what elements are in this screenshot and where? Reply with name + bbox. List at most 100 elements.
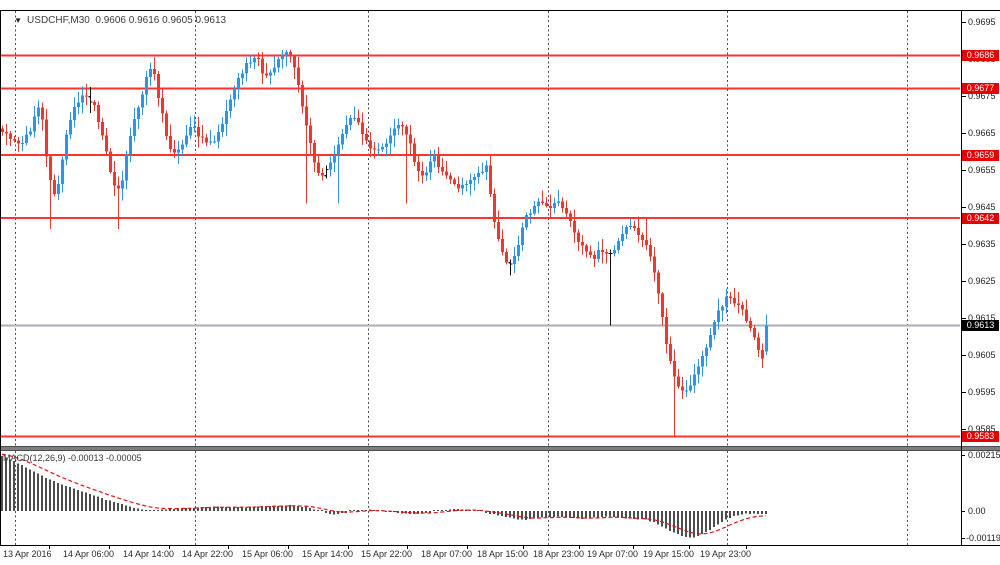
candle-body [741,305,744,310]
candle-body [341,133,344,145]
chart-title: ▼ USDCHF,M30 0.9606 0.9616 0.9605 0.9613 [3,4,226,37]
price-tick-label: 0.9615 [968,313,996,323]
candle-body [237,77,240,89]
candle-body [225,110,228,125]
candle-body [129,135,132,155]
candle-body [401,125,404,127]
macd-indicator-canvas[interactable] [0,451,960,545]
candle-body [189,127,192,136]
price-tick-label: 0.9605 [968,350,996,360]
candle-body [673,361,676,377]
price-axis-tick [961,392,966,393]
price-tick-label: 0.9655 [968,165,996,175]
candle-body [409,134,412,144]
price-axis-tick [961,170,966,171]
candle-body [537,201,540,206]
candle-body [569,213,572,222]
candle-body [501,239,504,252]
candle-body [233,88,236,100]
time-axis-tick [579,546,580,549]
candle-body [445,171,448,176]
time-axis-tick [523,546,524,549]
candle-body [641,234,644,240]
candle-body [437,153,440,168]
candle-body [413,143,416,162]
time-label: 19 Apr 07:00 [587,549,639,559]
macd-histogram [1,456,767,538]
candle-body [9,133,12,139]
candle-body [221,124,224,132]
price-axis-tick [961,244,966,245]
chart-left-border [0,10,1,545]
candle-body [629,226,632,228]
candle-body [309,125,312,144]
time-label: 15 Apr 14:00 [302,549,354,559]
candle-body [625,226,628,235]
candle-body [141,94,144,108]
time-axis-tick [689,546,690,549]
candle-body [117,185,120,189]
candle-body [421,170,424,176]
time-axis-tick [746,546,747,549]
price-tag-0.9583: 0.9583 [962,431,999,442]
candle-body [689,385,692,391]
candle-body [649,244,652,257]
candle-body [109,151,112,173]
candle-body [633,226,636,228]
candle-body [545,202,548,206]
price-tick-label: 0.9595 [968,387,996,397]
candle-body [505,251,508,263]
candle-body [261,58,264,74]
candle-body [465,184,468,186]
candle-body [577,232,580,242]
price-axis-line [961,10,962,545]
chart-menu-icon[interactable]: ▼ [14,16,23,25]
candle-body [693,374,696,386]
candle-body [177,149,180,153]
panel-splitter[interactable] [0,446,1000,451]
candle-body [169,135,172,150]
candle-body [121,180,124,189]
candle-body [705,347,708,356]
candle-body [685,390,688,392]
candle-body [181,144,184,150]
price-tick-label: 0.9695 [968,17,996,27]
price-tick-label: 0.9665 [968,128,996,138]
candle-body [161,98,164,114]
candle-body [49,156,52,180]
candle-body [329,162,332,170]
candle-body [713,322,716,336]
candle-body [397,125,400,129]
level-lines [0,54,960,438]
candle-body [761,349,764,359]
candle-body [765,325,768,352]
time-label: 19 Apr 23:00 [700,549,752,559]
candle-body [265,73,268,76]
candle-body [461,184,464,189]
price-axis-tick [961,22,966,23]
candle-body [337,144,340,155]
candle-body [97,105,100,122]
candle-body [521,227,524,245]
price-axis-tick [961,281,966,282]
candle-body [321,172,324,176]
candle-body [205,137,208,143]
candle-body [441,167,444,172]
price-axis-tick [961,429,966,430]
candle-body [25,134,28,143]
candle-body [185,135,188,145]
time-axis-tick [467,546,468,549]
macd-axis-label-bottom: -0.00119 [966,533,1000,543]
candle-body [645,239,648,245]
candle-body [513,255,516,265]
candle-body [105,135,108,152]
macd-axis-tick [961,511,965,512]
price-chart-canvas[interactable] [0,0,960,447]
candle-body [125,154,128,181]
candle-body [45,119,48,157]
candle-body [173,149,176,153]
time-label: 18 Apr 23:00 [533,549,585,559]
candle-body [93,102,96,106]
macd-grid-lines [14,451,909,545]
time-axis-tick [633,546,634,549]
